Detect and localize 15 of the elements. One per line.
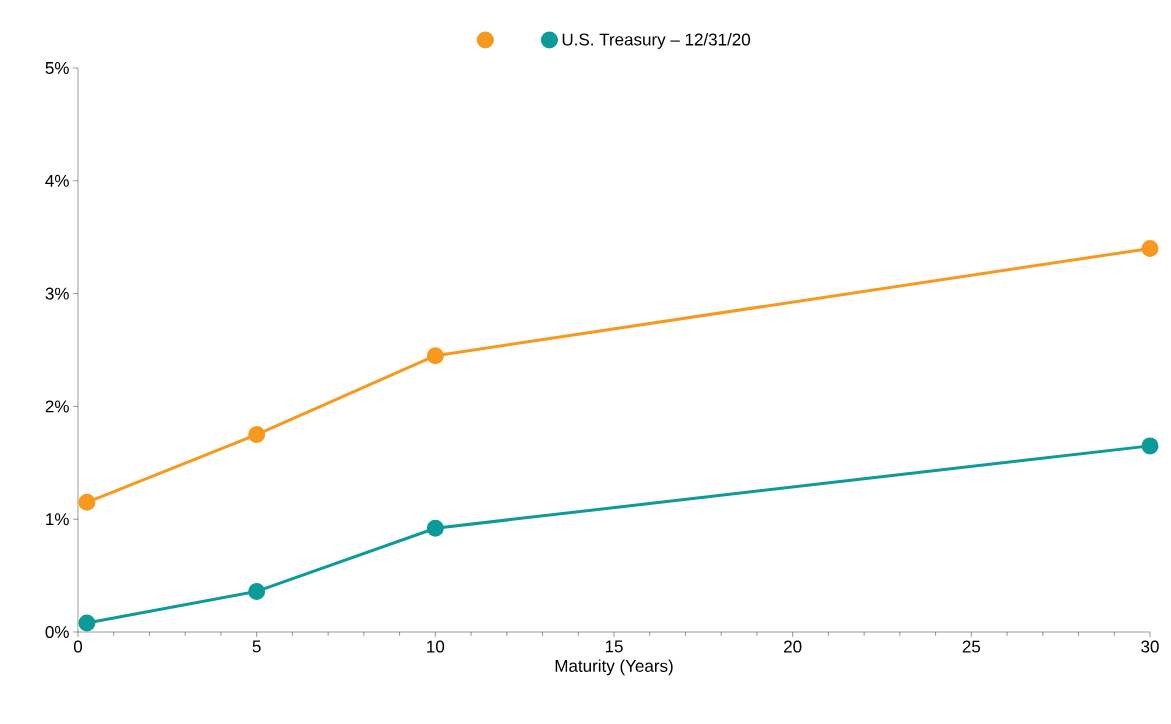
y-tick-label: 5% [45,62,69,74]
x-tick-label: 5 [252,640,261,653]
x-tick-label: 0 [73,640,83,653]
y-tick-label: 2% [45,400,69,413]
y-tick-label: 4% [45,174,69,187]
y-tick-label: 3% [45,287,69,300]
x-tick-label: 25 [962,640,981,653]
x-tick-label: 20 [784,640,802,653]
y-tick-label: 0% [45,625,69,639]
x-tick-label: 10 [427,640,445,653]
x-axis-title: Maturity (Years) [555,659,673,676]
legend-label: U.S. Treasury – 12/31/20 [562,33,751,49]
x-tick-label: 30 [1141,640,1159,653]
x-tick-label: 15 [605,640,623,653]
y-tick-label: 1% [46,513,69,526]
